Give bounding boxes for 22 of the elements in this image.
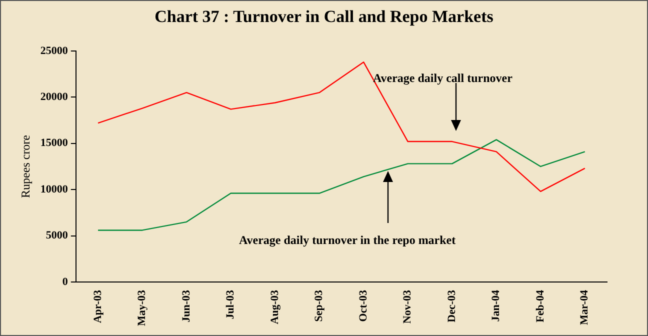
x-tick-label: Oct-03 — [357, 289, 370, 322]
y-tick-label: 10000 — [40, 183, 68, 196]
x-tick-label: Aug-03 — [268, 289, 281, 324]
annotation: Average daily turnover in the repo market — [239, 233, 456, 248]
y-tick-label: 20000 — [40, 91, 68, 104]
x-tick-label: Feb-04 — [534, 289, 546, 322]
x-tick-label: Jun-03 — [180, 289, 192, 322]
y-tick-label: 25000 — [40, 44, 68, 57]
x-tick-label: Mar-04 — [578, 289, 591, 325]
x-tick-label: Dec-03 — [446, 289, 458, 322]
x-tick-label: Apr-03 — [92, 289, 104, 324]
x-tick-label: Jul-03 — [224, 289, 237, 320]
y-tick-label: 5000 — [46, 230, 68, 242]
y-tick-label: 15000 — [40, 137, 68, 150]
x-tick-label: Jan-04 — [490, 289, 502, 322]
chart-title: Chart 37 : Turnover in Call and Repo Markets — [154, 7, 494, 27]
annotation: Average daily call turnover — [373, 71, 512, 86]
x-tick-label: May-03 — [136, 289, 148, 326]
y-tick-label: 0 — [62, 276, 68, 288]
x-tick-label: Sep-03 — [313, 289, 326, 322]
x-tick-label: Nov-03 — [402, 289, 414, 324]
y-axis-title: Rupees crore — [18, 134, 32, 198]
